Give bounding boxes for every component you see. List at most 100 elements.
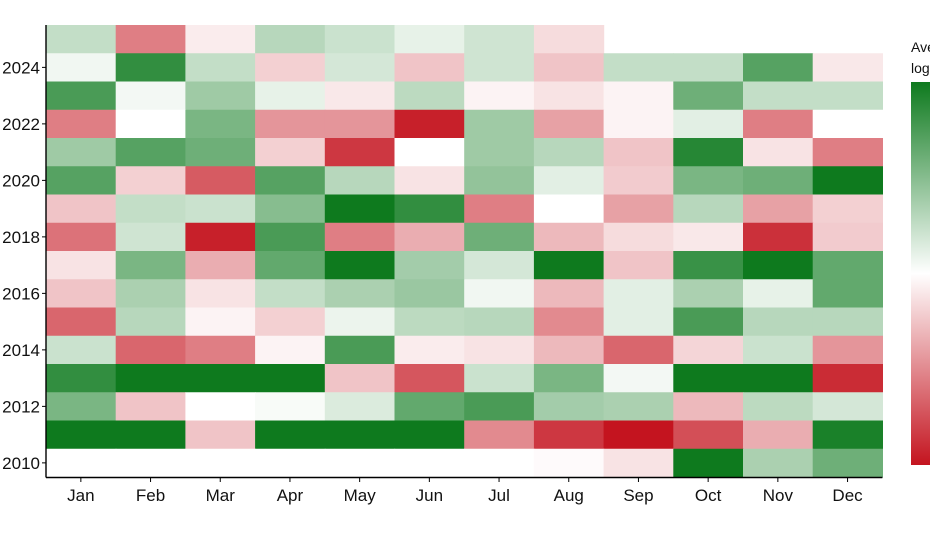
heatmap-cell-2010-feb xyxy=(115,448,186,478)
heatmap-cell-2015-aug xyxy=(533,307,605,337)
heatmap-cell-2011-aug xyxy=(533,420,605,450)
heatmap-cell-2025-aug xyxy=(533,25,605,54)
heatmap-cell-2022-sep xyxy=(603,109,674,139)
heatmap-cell-2023-mar xyxy=(185,81,256,111)
heatmap-cell-2023-may xyxy=(324,81,396,111)
heatmap-cell-2014-oct xyxy=(673,335,744,365)
heatmap-cell-2011-feb xyxy=(115,420,186,450)
heatmap-cell-2018-dec xyxy=(812,222,883,252)
heatmap-cell-2021-feb xyxy=(115,138,186,167)
heatmap-cell-2016-mar xyxy=(185,279,256,309)
x-tick-label-apr: Apr xyxy=(277,486,304,505)
x-tick-labels: Jan Feb Mar Apr May Jun Jul Aug Sep Oct Nov Dec xyxy=(67,477,863,505)
heatmap-cell-2021-mar xyxy=(185,138,256,167)
heatmap-cell-2013-feb xyxy=(115,364,186,393)
heatmap-cell-2020-nov xyxy=(743,166,814,196)
heatmap-cell-2023-jul xyxy=(464,81,535,111)
heatmap-cell-2012-sep xyxy=(603,392,674,422)
heatmap-cell-2016-aug xyxy=(533,279,605,309)
heatmap-cells xyxy=(46,25,883,478)
heatmap-cell-2024-nov xyxy=(743,53,814,83)
x-tick-label-nov: Nov xyxy=(763,486,794,505)
heatmap-cell-2022-dec xyxy=(812,109,883,139)
heatmap-cell-2024-may xyxy=(324,53,396,83)
heatmap-cell-2021-jul xyxy=(464,138,535,167)
x-tick-label-jan: Jan xyxy=(67,486,94,505)
heatmap-cell-2017-jul xyxy=(464,251,535,280)
heatmap-cell-2017-may xyxy=(324,251,396,280)
heatmap-cell-2010-oct xyxy=(673,448,744,478)
heatmap-cell-2020-apr xyxy=(255,166,326,196)
heatmap-cell-2015-jun xyxy=(394,307,465,337)
heatmap-cell-2012-jul xyxy=(464,392,535,422)
y-tick-label-2014: 2014 xyxy=(2,341,40,360)
heatmap-cell-2020-dec xyxy=(812,166,883,196)
heatmap-cell-2019-oct xyxy=(673,194,744,224)
heatmap-cell-2016-sep xyxy=(603,279,674,309)
heatmap-cell-2011-jan xyxy=(46,420,117,450)
heatmap-cell-2010-mar xyxy=(185,448,256,478)
heatmap-cell-2013-jan xyxy=(46,364,117,393)
heatmap-cell-2023-nov xyxy=(743,81,814,111)
x-tick-label-aug: Aug xyxy=(554,486,584,505)
heatmap-cell-2012-jun xyxy=(394,392,465,422)
heatmap-cell-2020-jun xyxy=(394,166,465,196)
heatmap-cell-2011-sep xyxy=(603,420,674,450)
heatmap-cell-2016-may xyxy=(324,279,396,309)
heatmap-cell-2010-dec xyxy=(812,448,883,478)
heatmap-cell-2021-dec xyxy=(812,138,883,167)
heatmap-cell-2024-jul xyxy=(464,53,535,83)
heatmap-cell-2021-oct xyxy=(673,138,744,167)
heatmap-cell-2016-jul xyxy=(464,279,535,309)
heatmap-cell-2015-jul xyxy=(464,307,535,337)
heatmap-cell-2017-mar xyxy=(185,251,256,280)
heatmap-cell-2018-mar xyxy=(185,222,256,252)
heatmap-cell-2022-nov xyxy=(743,109,814,139)
heatmap-cell-2021-jun xyxy=(394,138,465,167)
heatmap-cell-2025-feb xyxy=(115,25,186,54)
heatmap-cell-2022-may xyxy=(324,109,396,139)
heatmap-cell-2017-aug xyxy=(533,251,605,280)
heatmap-cell-2018-oct xyxy=(673,222,744,252)
heatmap-cell-2019-jun xyxy=(394,194,465,224)
heatmap-cell-2021-may xyxy=(324,138,396,167)
heatmap-cell-2023-jun xyxy=(394,81,465,111)
heatmap-cell-2012-may xyxy=(324,392,396,422)
heatmap-cell-2020-jul xyxy=(464,166,535,196)
heatmap-cell-2018-aug xyxy=(533,222,605,252)
heatmap-cell-2014-sep xyxy=(603,335,674,365)
heatmap-cell-2021-nov xyxy=(743,138,814,167)
x-tick-label-feb: Feb xyxy=(136,486,165,505)
heatmap-cell-2016-jun xyxy=(394,279,465,309)
y-tick-label-2012: 2012 xyxy=(2,397,40,416)
heatmap-cell-2011-mar xyxy=(185,420,256,450)
heatmap-cell-2015-nov xyxy=(743,307,814,337)
heatmap-cell-2014-may xyxy=(324,335,396,365)
heatmap-cell-2012-mar xyxy=(185,392,256,422)
heatmap-cell-2023-aug xyxy=(533,81,605,111)
heatmap-cell-2024-feb xyxy=(115,53,186,83)
heatmap-cell-2014-feb xyxy=(115,335,186,365)
heatmap-cell-2023-apr xyxy=(255,81,326,111)
heatmap-cell-2015-may xyxy=(324,307,396,337)
heatmap-cell-2015-sep xyxy=(603,307,674,337)
heatmap-cell-2024-apr xyxy=(255,53,326,83)
x-tick-label-may: May xyxy=(344,486,377,505)
heatmap-cell-2024-oct xyxy=(673,53,744,83)
heatmap-cell-2019-jan xyxy=(46,194,117,224)
heatmap-cell-2011-nov xyxy=(743,420,814,450)
heatmap-cell-2020-oct xyxy=(673,166,744,196)
heatmap-cell-2013-jun xyxy=(394,364,465,393)
heatmap-cell-2024-dec xyxy=(812,53,883,83)
heatmap-cell-2024-jun xyxy=(394,53,465,83)
heatmap-cell-2010-apr xyxy=(255,448,326,478)
heatmap-cell-2022-apr xyxy=(255,109,326,139)
heatmap-cell-2022-mar xyxy=(185,109,256,139)
heatmap-cell-2020-feb xyxy=(115,166,186,196)
heatmap-cell-2025-apr xyxy=(255,25,326,54)
x-tick-label-jun: Jun xyxy=(416,486,443,505)
heatmap-cell-2017-jun xyxy=(394,251,465,280)
heatmap-cell-2012-nov xyxy=(743,392,814,422)
heatmap-cell-2011-jun xyxy=(394,420,465,450)
heatmap-cell-2014-apr xyxy=(255,335,326,365)
